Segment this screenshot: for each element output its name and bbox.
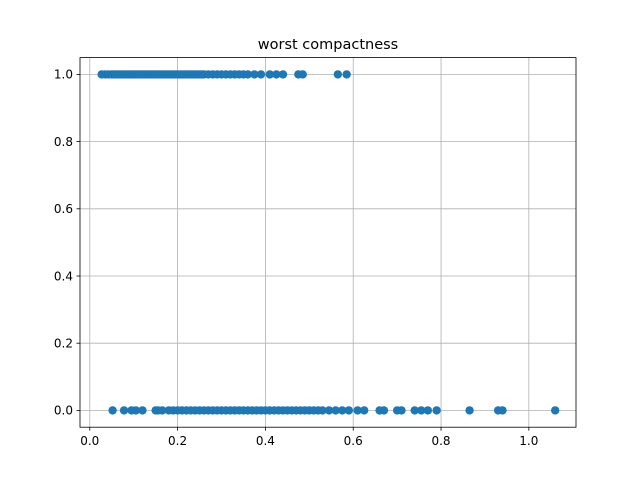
scatter-point (108, 406, 117, 415)
scatter-point (417, 406, 426, 415)
y-tick-label: 0.6 (54, 202, 73, 216)
scatter-point (250, 70, 259, 79)
scatter-point (298, 70, 307, 79)
scatter-point (338, 406, 347, 415)
y-tick-label: 1.0 (54, 68, 73, 82)
scatter-point (331, 406, 340, 415)
scatter-point (423, 406, 433, 415)
scatter-point (432, 406, 441, 415)
y-tick-label: 0.8 (54, 135, 73, 149)
scatter-point (138, 406, 147, 415)
scatter-point (256, 70, 266, 79)
scatter-point (465, 406, 474, 415)
scatter-point (397, 406, 406, 415)
scatter-point (324, 406, 334, 415)
scatter-point (410, 406, 419, 415)
scatter-point (360, 406, 369, 415)
scatter-point (318, 406, 327, 415)
scatter-point (344, 406, 354, 415)
x-tick-label: 0.2 (168, 434, 187, 448)
axes-frame (79, 57, 577, 428)
scatter-point (243, 70, 253, 79)
scatter-point (333, 70, 343, 79)
x-tick-label: 0.8 (431, 434, 450, 448)
scatter-point (265, 70, 275, 79)
axis-ticks: 0.0 0.2 0.4 0.6 0.8 1.0 0.0 0.2 0.4 0.6 0.8 1.0 (54, 68, 538, 449)
x-tick-label: 0.0 (80, 434, 99, 448)
scatter-point (498, 406, 507, 415)
scatter-point (342, 70, 351, 79)
scatter-point (353, 406, 362, 415)
scatter-point (158, 406, 167, 415)
x-tick-label: 0.6 (344, 434, 363, 448)
y-tick-label: 0.4 (54, 269, 73, 283)
y-tick-label: 0.2 (54, 337, 73, 351)
y-tick-label: 0.0 (54, 404, 73, 418)
scatter-point (119, 406, 129, 415)
grid (80, 57, 576, 428)
scatter-point (278, 70, 288, 79)
chart-title: worst compactness (258, 37, 398, 53)
scatter-point (379, 406, 389, 415)
x-tick-label: 0.4 (256, 434, 275, 448)
scatter-point (272, 70, 281, 79)
scatter-point (131, 406, 141, 415)
scatter-points (97, 70, 560, 415)
x-tick-label: 1.0 (519, 434, 538, 448)
scatter-point (550, 406, 560, 415)
